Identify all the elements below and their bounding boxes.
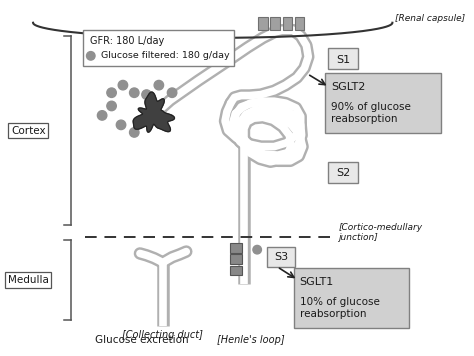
FancyBboxPatch shape	[328, 162, 358, 183]
Text: 10% of glucose
reabsorption: 10% of glucose reabsorption	[300, 297, 380, 319]
FancyBboxPatch shape	[328, 48, 358, 69]
Bar	[258, 17, 268, 30]
FancyBboxPatch shape	[267, 247, 295, 267]
Text: [Henle's loop]: [Henle's loop]	[217, 335, 284, 345]
Text: [Collecting duct]: [Collecting duct]	[122, 330, 203, 340]
Bar	[295, 17, 304, 30]
Circle shape	[107, 101, 116, 111]
Text: Cortex: Cortex	[11, 126, 46, 136]
Text: SGLT1: SGLT1	[300, 277, 334, 287]
Bar	[230, 255, 242, 264]
Bar	[230, 243, 242, 252]
Text: [Renal capsule]: [Renal capsule]	[395, 15, 465, 23]
FancyBboxPatch shape	[325, 73, 441, 134]
Circle shape	[129, 88, 139, 98]
Text: Glucose filtered: 180 g/day: Glucose filtered: 180 g/day	[98, 51, 230, 60]
Bar	[283, 17, 292, 30]
Circle shape	[253, 245, 262, 254]
Text: S3: S3	[274, 252, 288, 262]
Text: Glucose excretion: Glucose excretion	[95, 335, 189, 345]
Circle shape	[87, 52, 95, 60]
Circle shape	[107, 88, 116, 98]
Circle shape	[116, 120, 126, 130]
Circle shape	[97, 111, 107, 120]
Circle shape	[167, 88, 177, 98]
Polygon shape	[133, 92, 174, 132]
Circle shape	[142, 90, 151, 99]
Text: SGLT2: SGLT2	[331, 82, 365, 92]
Text: GFR: 180 L/day: GFR: 180 L/day	[90, 36, 164, 46]
Text: Medulla: Medulla	[8, 275, 49, 285]
Circle shape	[154, 80, 164, 90]
Text: S2: S2	[336, 168, 350, 178]
Bar	[230, 266, 242, 275]
Circle shape	[118, 80, 128, 90]
FancyBboxPatch shape	[294, 268, 410, 328]
Circle shape	[129, 128, 139, 137]
Text: 90% of glucose
reabsorption: 90% of glucose reabsorption	[331, 102, 411, 124]
Text: S1: S1	[336, 54, 350, 65]
Bar	[271, 17, 280, 30]
Text: [Cortico-medullary
junction]: [Cortico-medullary junction]	[338, 223, 423, 242]
FancyBboxPatch shape	[83, 30, 235, 66]
